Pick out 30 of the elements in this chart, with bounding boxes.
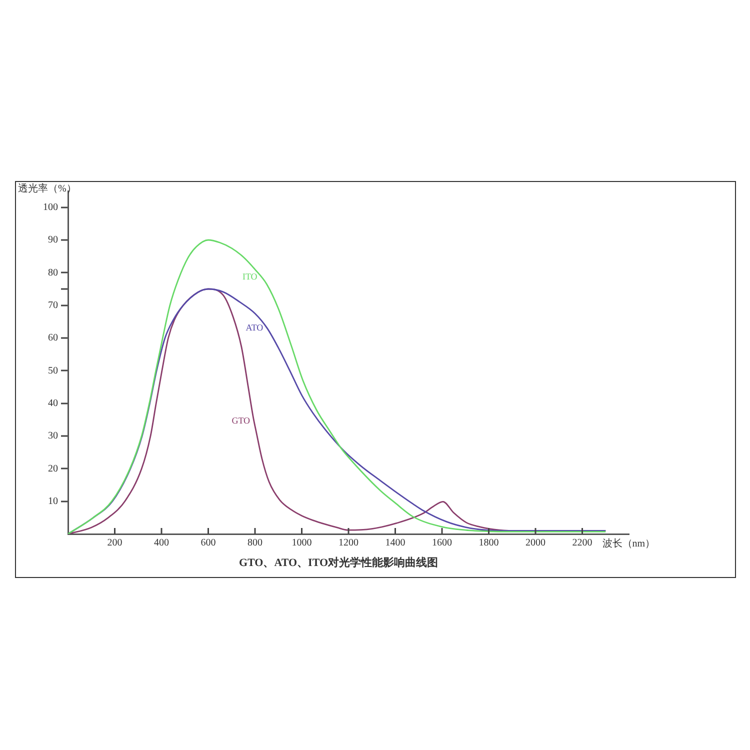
y-tick-label: 70 (48, 300, 58, 311)
x-tick-label: 1000 (292, 538, 312, 549)
y-tick-label: 30 (48, 430, 58, 442)
series-label: GTO (232, 416, 251, 426)
y-tick-label: 90 (48, 234, 58, 246)
y-tick-label: 40 (48, 398, 58, 409)
y-tick-label: 10 (48, 496, 58, 507)
y-tick-label: 20 (48, 463, 58, 474)
line-series (68, 239, 606, 534)
x-axis-title: 波长（nm） (602, 538, 656, 550)
line-series (68, 288, 606, 534)
x-tick-label: 1400 (385, 538, 406, 549)
y-tick-label: 60 (48, 332, 58, 344)
x-tick-label: 800 (248, 538, 262, 549)
series-label: ITO (242, 272, 258, 282)
x-tick-label: 1800 (478, 538, 499, 549)
y-tick-label: 80 (48, 267, 58, 278)
x-tick-label: 200 (107, 538, 122, 549)
x-tick-label: 2000 (526, 538, 546, 549)
x-tick-label: 400 (154, 538, 169, 549)
x-tick-label: 1200 (338, 538, 358, 549)
y-axis-title: 透光率（%） (18, 182, 76, 195)
y-tick-label: 100 (43, 202, 58, 213)
series-label: ATO (246, 322, 264, 333)
text: GTO、ATO、ITO对光学性能影响曲线图 (238, 556, 438, 569)
x-tick-label: 600 (200, 538, 216, 549)
x-tick-label: 2200 (572, 538, 592, 549)
y-tick-label: 50 (48, 365, 58, 376)
x-tick-label: 1600 (432, 538, 452, 549)
frame: 200 400 600 800 1000 1200 1400 1600 1800 2000 2200 10 20 30 40 50 60 70 80 90 100 ITO ATO GTO 透光率（%） 波长（nm） GTO、ATO、ITO对光学性能影响曲线图 (15, 181, 736, 578)
